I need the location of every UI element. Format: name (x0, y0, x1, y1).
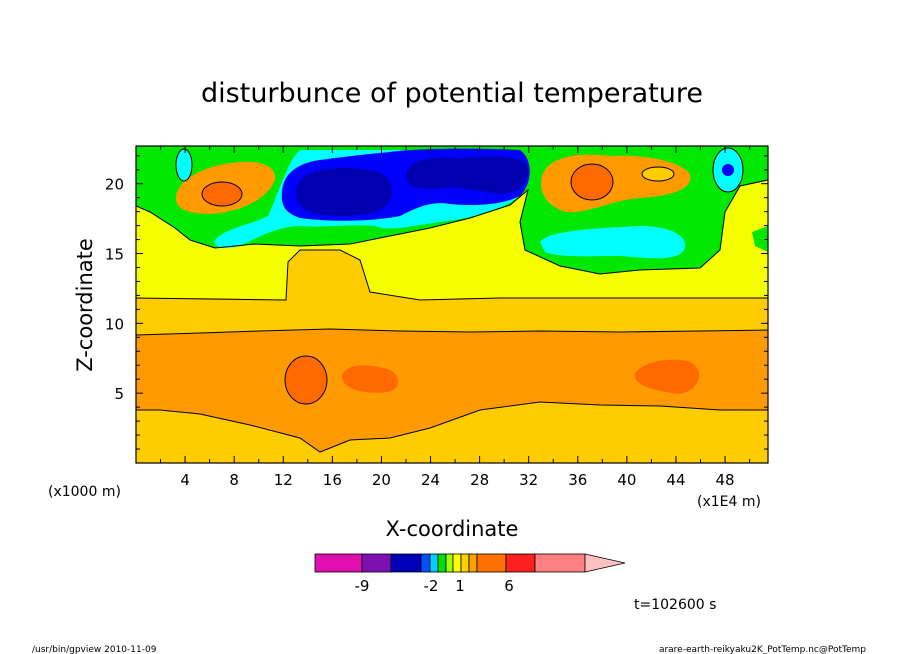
colorbar-segment (460, 553, 470, 573)
warm-cell-right (634, 359, 700, 394)
x-tick-label: 20 (372, 471, 391, 489)
y-axis: 5 10 15 20 (105, 155, 768, 450)
y-tick-label: 20 (105, 176, 124, 194)
x-tick-label: 12 (274, 471, 293, 489)
colorbar-segment (505, 553, 536, 573)
contour-plot (136, 146, 768, 463)
colorbar-segment (452, 553, 462, 573)
warm-cell-left (285, 356, 327, 404)
x-tick-label: 40 (617, 471, 636, 489)
x-tick-label: 48 (716, 471, 735, 489)
gold-patch-right (642, 167, 674, 181)
colorbar-labels: -9 -2 1 6 (355, 577, 514, 595)
plot-frame (135, 145, 769, 464)
colorbar (314, 553, 626, 573)
cyan-patch-right (540, 226, 686, 259)
colorbar-segment (429, 553, 439, 573)
blue-spot-right (722, 164, 734, 176)
level-dark-blue (296, 168, 392, 216)
colorbar-segment (468, 553, 478, 573)
warm-cell-mid (342, 365, 399, 393)
colorbar-segment (445, 553, 454, 573)
x-unit-left: (x1000 m) (48, 484, 121, 500)
x-tick-label: 36 (568, 471, 587, 489)
time-label: t=102600 s (634, 597, 716, 613)
x-axis: 4 8 12 16 20 24 28 32 36 40 44 48 (160, 146, 751, 489)
colorbar-segment (361, 553, 392, 573)
dark-blue-cell-upper (406, 156, 529, 194)
cyan-spot-left (176, 149, 192, 181)
y-axis-label: Z-coordinate (73, 238, 97, 372)
chart-title: disturbunce of potential temperature (201, 78, 703, 109)
colorbar-segment (437, 553, 447, 573)
y-tick-label: 15 (105, 246, 124, 264)
colorbar-label: -9 (355, 577, 370, 595)
colorbar-segment (420, 553, 431, 573)
colorbar-segment (314, 553, 363, 573)
x-tick-label: 28 (470, 471, 489, 489)
y-tick-label: 10 (105, 315, 124, 333)
footer-left: /usr/bin/gpview 2010-11-09 (32, 645, 157, 654)
footer-right: arare-earth-reikyaku2K_PotTemp.nc@PotTem… (659, 645, 866, 654)
x-tick-label: 4 (180, 471, 190, 489)
y-tick-label: 5 (114, 385, 124, 403)
colorbar-segment (534, 553, 586, 573)
x-tick-label: 16 (323, 471, 342, 489)
green-spot-right (752, 226, 768, 252)
colorbar-label: 6 (504, 577, 514, 595)
warm-core-aloft-right (571, 164, 613, 200)
warm-core-aloft-left (202, 182, 242, 206)
x-tick-label: 44 (666, 471, 685, 489)
colorbar-label: 1 (455, 577, 465, 595)
x-unit-right: (x1E4 m) (697, 494, 761, 510)
colorbar-label: -2 (424, 577, 439, 595)
x-tick-label: 8 (229, 471, 239, 489)
x-axis-label: X-coordinate (386, 517, 519, 541)
colorbar-arrow (584, 553, 626, 573)
colorbar-segment (476, 553, 507, 573)
x-tick-label: 24 (421, 471, 440, 489)
colorbar-segment (390, 553, 422, 573)
x-tick-label: 32 (519, 471, 538, 489)
contour-lines (136, 147, 768, 453)
